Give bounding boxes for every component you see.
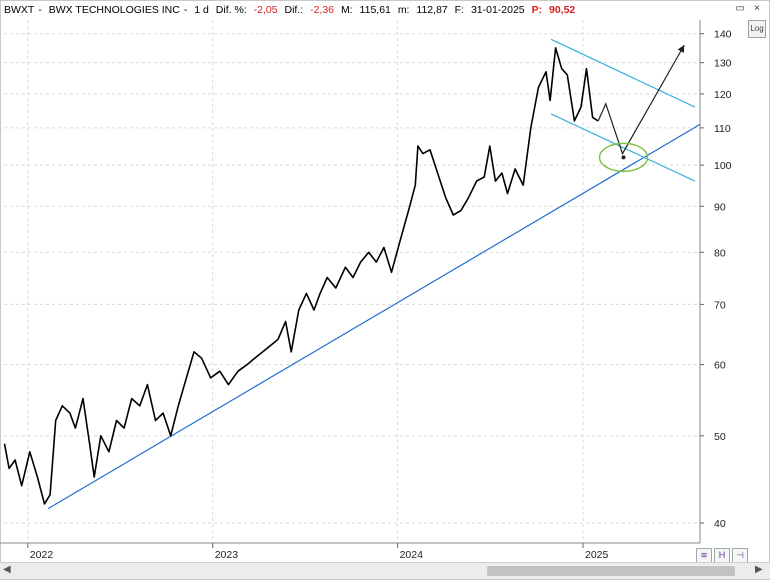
dif-value: -2,36 [310,4,335,16]
scroll-right-icon[interactable]: ▶ [755,564,763,575]
forecast-arrow-path [597,44,685,156]
y-tick-label: 130 [714,58,732,70]
dif-pct-value: -2,05 [253,4,278,16]
company-name: BWX TECHNOLOGIES INC [48,4,180,16]
price-series-line [3,47,599,505]
dif-pct-label: Dif. %: [215,4,247,16]
max-label: M: [340,4,353,16]
y-tick-label: 100 [714,160,732,172]
close-button[interactable]: × [754,3,760,14]
y-tick-label: 110 [714,123,731,135]
minimize-button[interactable]: ▭ [735,3,745,14]
scroll-left-icon[interactable]: ◀ [3,564,11,575]
max-value: 115,61 [359,4,391,16]
min-label: m: [397,4,410,16]
pin-tool-icon[interactable]: ⊣ [732,548,748,563]
price-label: P: [531,4,543,16]
y-tick-label: 70 [714,299,726,311]
x-tick-label: 2022 [30,549,54,561]
interval: 1 d [194,4,209,16]
y-tick-label: 80 [714,247,726,259]
x-tick-label: 2023 [215,549,239,561]
y-tick-label: 50 [714,431,726,443]
price-value: 90,52 [549,4,576,16]
date-label: F: [454,4,465,16]
channel-upper-line [550,38,696,108]
y-tick-label: 90 [714,201,726,213]
horizontal-scrollbar[interactable]: ◀ ▶ [0,562,770,579]
h-tool-icon[interactable]: H [714,548,730,563]
date-value: 31-01-2025 [470,4,525,16]
symbol: BWXT [4,4,35,16]
target-zone-circle [598,142,649,173]
x-tick-label: 2025 [585,549,609,561]
chart-header: BWXT - BWX TECHNOLOGIES INC - 1 d Dif. %: … [4,4,576,16]
log-scale-button[interactable]: Log [748,20,766,38]
support-trendline [47,123,701,510]
channel-lower-line [550,113,696,182]
min-value: 112,87 [416,4,448,16]
y-tick-label: 120 [714,89,732,101]
scroll-thumb[interactable] [487,566,735,576]
y-tick-label: 60 [714,360,726,372]
x-tick-label: 2024 [400,549,424,561]
wave-tool-icon[interactable]: ≋ [696,548,712,563]
dif-label: Dif.: [284,4,304,16]
target-point [621,155,626,160]
y-tick-label: 140 [714,29,732,41]
chart-tools: ≋ H ⊣ [696,545,750,563]
window-buttons: ▭ × [733,3,764,14]
y-tick-label: 40 [714,518,726,530]
